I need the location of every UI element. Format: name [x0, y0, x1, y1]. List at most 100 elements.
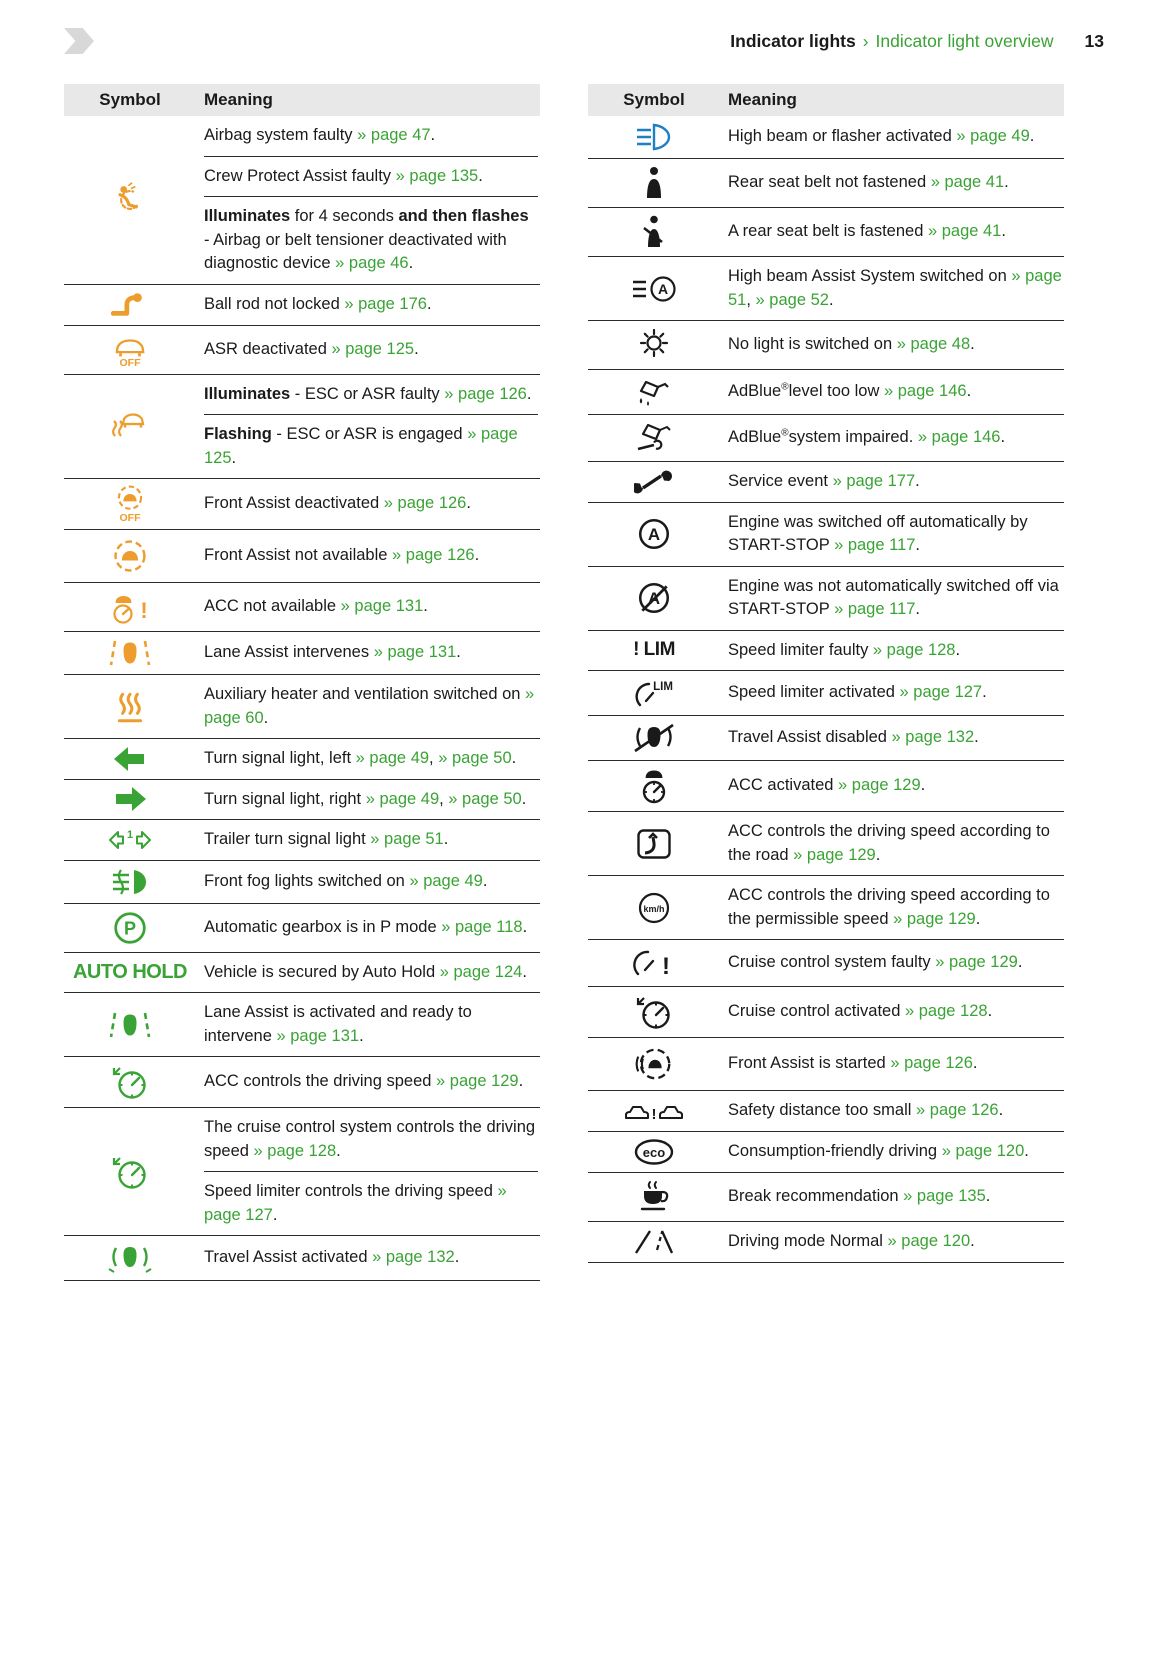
indicator-row: Front Assist is started » page 126. — [588, 1038, 1064, 1091]
page-link[interactable]: » page 129 — [436, 1072, 519, 1091]
meaning-text-segment: Turn signal light, left — [204, 749, 356, 767]
lane-assist-icon — [64, 632, 196, 674]
page-link[interactable]: » page 177 — [832, 472, 916, 490]
page-link[interactable]: » page 135 — [395, 166, 479, 185]
meaning-text-segment: AdBlue — [728, 428, 782, 447]
meaning-cell: Consumption-friendly driving » page 120. — [720, 1132, 1064, 1172]
meaning-text: Ball rod not locked » page 176. — [204, 285, 538, 325]
page-link[interactable]: » page 117 — [834, 536, 916, 554]
page-link[interactable]: » page 126 — [383, 494, 467, 513]
meaning-cell: Turn signal light, left » page 49, » pag… — [196, 739, 540, 779]
meaning-cell: Front fog lights switched on » page 49. — [196, 861, 540, 903]
breadcrumb-separator: › — [862, 30, 869, 51]
page-link[interactable]: » page 128 — [872, 640, 956, 659]
page-link[interactable]: » page 49 — [956, 127, 1030, 146]
indicator-row: ACC controls the driving speed according… — [588, 812, 1064, 876]
service-wrench-icon — [588, 462, 720, 502]
meaning-text-segment: . — [998, 1101, 1004, 1119]
page-link[interactable]: » page 127 — [899, 683, 983, 702]
meaning-text-segment: Rear seat belt not fastened — [728, 173, 931, 192]
page-link[interactable]: » page 128 — [905, 1002, 988, 1021]
adblue-system-impaired-icon — [588, 415, 720, 461]
page-link[interactable]: » page 126 — [444, 384, 527, 403]
indicator-row: 1 Trailer turn signal light » page 51. — [64, 820, 540, 861]
meaning-text-segment: . — [915, 536, 921, 554]
meaning-text-segment: . — [359, 1026, 364, 1045]
page-link[interactable]: » page 129 — [893, 909, 976, 928]
esc-skid-icon — [64, 375, 196, 479]
page-link[interactable]: » page 118 — [441, 917, 523, 936]
page-link[interactable]: » page 129 — [935, 953, 1018, 972]
indicator-row: Illuminates - ESC or ASR faulty » page 1… — [64, 375, 540, 479]
table-body-left: Airbag system faulty » page 47. Crew Prot… — [64, 116, 540, 1281]
page-link[interactable]: » page 127 — [204, 1182, 507, 1224]
meaning-text-segment: A rear seat belt is fastened — [728, 222, 928, 241]
page-link[interactable]: » page 146 — [883, 382, 967, 401]
page-link[interactable]: » page 131 — [276, 1026, 360, 1045]
page-link[interactable]: » page 131 — [340, 597, 424, 616]
indicator-row: Turn signal light, right » page 49, » pa… — [64, 780, 540, 820]
page-link[interactable]: » page 50 — [448, 789, 522, 808]
page-link[interactable]: » page 50 — [438, 749, 512, 767]
meaning-text: Front Assist is started » page 126. — [728, 1044, 1062, 1084]
page-link[interactable]: » page 120 — [887, 1231, 971, 1250]
meaning-text: Auxiliary heater and ventilation switche… — [204, 675, 538, 738]
table-columns: Symbol Meaning Airbag system faulty » pa… — [64, 84, 1104, 1281]
table-header-row: Symbol Meaning — [64, 84, 540, 116]
page-link[interactable]: » page 129 — [793, 845, 876, 864]
meaning-cell: Travel Assist activated » page 132. — [196, 1236, 540, 1280]
meaning-text-segment: . — [408, 254, 414, 272]
meaning-text-segment: . — [456, 643, 461, 662]
page-link[interactable]: » page 41 — [927, 222, 1002, 241]
meaning-text-segment: Lane Assist is activated and ready to in… — [204, 1003, 472, 1045]
meaning-text-segment: ACC controls the driving speed according… — [728, 886, 1050, 928]
front-assist-started-icon — [588, 1038, 720, 1090]
page-link[interactable]: » page 41 — [930, 173, 1005, 192]
page-link[interactable]: » page 46 — [335, 254, 409, 272]
symbol-column-header: Symbol — [623, 90, 685, 109]
meaning-cell: Front Assist deactivated » page 126. — [196, 479, 540, 529]
page-link[interactable]: » page 51 — [728, 267, 1062, 309]
page-link[interactable]: » page 125 — [331, 339, 415, 358]
meaning-bold-text: Flashing — [204, 425, 272, 443]
start-stop-icon: A — [588, 503, 720, 566]
meaning-text-segment: . — [336, 1141, 341, 1160]
page-link[interactable]: » page 128 — [253, 1141, 337, 1160]
page-link[interactable]: » page 49 — [365, 789, 440, 808]
indicator-row: OFF Front Assist deactivated » page 126. — [64, 479, 540, 530]
page-link[interactable]: » page 49 — [355, 749, 430, 767]
page-link[interactable]: » page 52 — [755, 290, 829, 309]
page-link[interactable]: » page 49 — [409, 871, 483, 890]
page-link[interactable]: » page 124 — [439, 962, 523, 981]
page-link[interactable]: » page 131 — [373, 643, 457, 662]
page-link[interactable]: » page 60 — [204, 685, 535, 727]
page-link[interactable]: » page 176 — [344, 294, 427, 313]
page-link[interactable]: » page 126 — [392, 546, 475, 565]
meaning-text-segment: Trailer turn signal light — [204, 830, 371, 848]
page-link[interactable]: » page 117 — [834, 600, 916, 618]
meaning-text-segment: for 4 seconds — [290, 207, 399, 225]
meaning-text-segment: ACC controls the driving speed — [204, 1072, 437, 1091]
page-link[interactable]: » page 129 — [838, 776, 921, 795]
meaning-text-segment: level too low — [788, 382, 884, 401]
meaning-text: ACC controls the driving speed according… — [728, 876, 1062, 939]
meaning-text-segment: Front fog lights switched on — [204, 871, 410, 890]
page-link[interactable]: » page 135 — [903, 1186, 986, 1205]
page-link[interactable]: » page 126 — [916, 1101, 999, 1119]
meaning-cell: Illuminates - ESC or ASR faulty » page 1… — [196, 375, 540, 479]
meaning-text-segment: ACC controls the driving speed according… — [728, 822, 1050, 864]
page-link[interactable]: » page 132 — [372, 1248, 455, 1267]
meaning-cell: Vehicle is secured by Auto Hold » page 1… — [196, 953, 540, 993]
meaning-text: Trailer turn signal light » page 51. — [204, 820, 538, 860]
page-link[interactable]: » page 47 — [357, 126, 431, 144]
page-link[interactable]: » page 125 — [204, 425, 518, 467]
page-link[interactable]: » page 146 — [917, 428, 1001, 447]
page-link[interactable]: » page 132 — [891, 728, 975, 747]
page-link[interactable]: » page 51 — [370, 830, 444, 848]
page-link[interactable]: » page 48 — [896, 335, 971, 354]
page-link[interactable]: » page 126 — [890, 1054, 973, 1073]
meaning-text: Service event » page 177. — [728, 462, 1062, 502]
page-link[interactable]: » page 120 — [941, 1141, 1025, 1160]
meaning-text-segment: , — [746, 290, 756, 309]
